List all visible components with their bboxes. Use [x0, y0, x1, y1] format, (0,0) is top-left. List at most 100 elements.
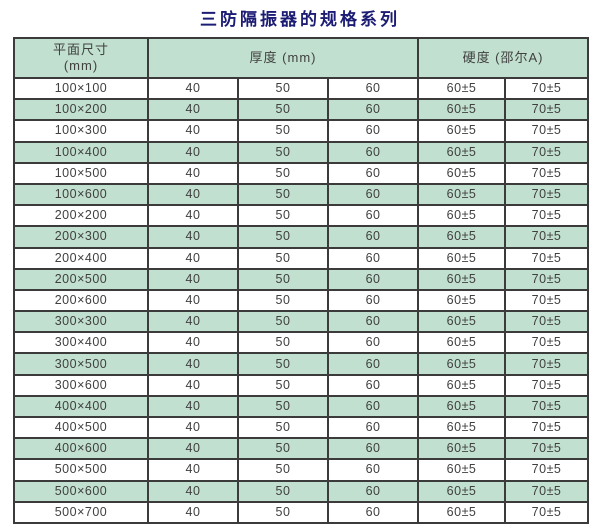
cell-thickness-60: 60 — [326, 98, 420, 122]
cell-thickness-40: 40 — [147, 458, 239, 482]
cell-thickness-60: 60 — [326, 437, 420, 461]
cell-hardness-70: 70±5 — [504, 479, 590, 503]
cell-hardness-60: 60±5 — [417, 352, 507, 376]
cell-hardness-60: 60±5 — [417, 331, 507, 355]
cell-hardness-70: 70±5 — [504, 458, 590, 482]
cell-thickness-40: 40 — [147, 98, 239, 122]
cell-hardness-70: 70±5 — [504, 415, 590, 440]
cell-hardness-60: 60±5 — [417, 246, 507, 270]
cell-thickness-60: 60 — [326, 479, 420, 503]
cell-hardness-70: 70±5 — [504, 500, 590, 524]
cell-thickness-60: 60 — [326, 182, 420, 207]
cell-hardness-70: 70±5 — [504, 331, 590, 355]
header-plane-size-line2: (mm) — [63, 58, 99, 73]
cell-thickness-50: 50 — [237, 182, 329, 207]
table-row: 400×400 40 50 60 60±5 70±5 — [13, 394, 590, 419]
cell-thickness-60: 60 — [326, 161, 420, 185]
cell-thickness-50: 50 — [237, 373, 329, 397]
cell-plane-size: 300×600 — [13, 373, 149, 397]
cell-thickness-40: 40 — [147, 479, 239, 503]
cell-thickness-40: 40 — [147, 373, 239, 397]
cell-thickness-50: 50 — [237, 352, 329, 376]
cell-thickness-60: 60 — [326, 76, 420, 101]
cell-thickness-60: 60 — [326, 246, 420, 270]
table-row: 500×500 40 50 60 60±5 70±5 — [13, 458, 590, 482]
cell-thickness-50: 50 — [237, 225, 329, 249]
cell-hardness-70: 70±5 — [504, 76, 590, 101]
cell-hardness-70: 70±5 — [504, 352, 590, 376]
cell-thickness-40: 40 — [147, 76, 239, 101]
cell-thickness-50: 50 — [237, 204, 329, 228]
cell-hardness-70: 70±5 — [504, 140, 590, 164]
table-row: 400×500 40 50 60 60±5 70±5 — [13, 415, 590, 440]
cell-thickness-60: 60 — [326, 500, 420, 524]
cell-hardness-70: 70±5 — [504, 288, 590, 313]
cell-hardness-60: 60±5 — [417, 437, 507, 461]
cell-thickness-40: 40 — [147, 288, 239, 313]
table-row: 200×400 40 50 60 60±5 70±5 — [13, 246, 590, 270]
cell-plane-size: 200×400 — [13, 246, 149, 270]
cell-thickness-40: 40 — [147, 310, 239, 334]
cell-plane-size: 500×500 — [13, 458, 149, 482]
cell-hardness-60: 60±5 — [417, 140, 507, 164]
cell-hardness-70: 70±5 — [504, 267, 590, 291]
cell-hardness-60: 60±5 — [417, 415, 507, 440]
table-body: 100×100 40 50 60 60±5 70±5 100×200 40 50 60 60±5 70… — [13, 76, 590, 524]
cell-hardness-60: 60±5 — [417, 479, 507, 503]
cell-thickness-60: 60 — [326, 415, 420, 440]
cell-thickness-50: 50 — [237, 267, 329, 291]
cell-thickness-50: 50 — [237, 500, 329, 524]
cell-hardness-70: 70±5 — [504, 225, 590, 249]
cell-thickness-60: 60 — [326, 140, 420, 164]
cell-thickness-50: 50 — [237, 119, 329, 143]
header-plane-size: 平面尺寸 (mm) — [13, 37, 149, 79]
cell-thickness-50: 50 — [237, 310, 329, 334]
cell-thickness-50: 50 — [237, 437, 329, 461]
page-title: 三防隔振器的规格系列 — [200, 10, 400, 29]
cell-plane-size: 300×500 — [13, 352, 149, 376]
table-row: 100×100 40 50 60 60±5 70±5 — [13, 76, 590, 101]
cell-thickness-50: 50 — [237, 415, 329, 440]
cell-hardness-60: 60±5 — [417, 373, 507, 397]
cell-thickness-40: 40 — [147, 437, 239, 461]
cell-hardness-70: 70±5 — [504, 246, 590, 270]
cell-hardness-60: 60±5 — [417, 76, 507, 101]
cell-thickness-50: 50 — [237, 76, 329, 101]
cell-plane-size: 100×100 — [13, 76, 149, 101]
cell-plane-size: 300×300 — [13, 310, 149, 334]
cell-thickness-50: 50 — [237, 140, 329, 164]
cell-thickness-60: 60 — [326, 204, 420, 228]
table-row: 100×200 40 50 60 60±5 70±5 — [13, 98, 590, 122]
cell-plane-size: 100×200 — [13, 98, 149, 122]
cell-thickness-60: 60 — [326, 331, 420, 355]
cell-thickness-60: 60 — [326, 288, 420, 313]
cell-hardness-70: 70±5 — [504, 394, 590, 419]
cell-thickness-50: 50 — [237, 394, 329, 419]
cell-thickness-40: 40 — [147, 182, 239, 207]
cell-hardness-60: 60±5 — [417, 458, 507, 482]
cell-thickness-40: 40 — [147, 394, 239, 419]
cell-plane-size: 400×400 — [13, 394, 149, 419]
cell-hardness-70: 70±5 — [504, 437, 590, 461]
table-row: 500×700 40 50 60 60±5 70±5 — [13, 500, 590, 524]
cell-hardness-60: 60±5 — [417, 204, 507, 228]
cell-plane-size: 200×500 — [13, 267, 149, 291]
cell-thickness-50: 50 — [237, 331, 329, 355]
cell-hardness-70: 70±5 — [504, 119, 590, 143]
cell-plane-size: 300×400 — [13, 331, 149, 355]
cell-thickness-40: 40 — [147, 119, 239, 143]
cell-hardness-60: 60±5 — [417, 98, 507, 122]
table-row: 100×500 40 50 60 60±5 70±5 — [13, 161, 590, 185]
cell-plane-size: 500×700 — [13, 500, 149, 524]
cell-hardness-60: 60±5 — [417, 182, 507, 207]
table-row: 400×600 40 50 60 60±5 70±5 — [13, 437, 590, 461]
table-row: 300×500 40 50 60 60±5 70±5 — [13, 352, 590, 376]
cell-thickness-60: 60 — [326, 225, 420, 249]
cell-thickness-50: 50 — [237, 479, 329, 503]
cell-thickness-40: 40 — [147, 331, 239, 355]
cell-plane-size: 200×200 — [13, 204, 149, 228]
cell-plane-size: 400×500 — [13, 415, 149, 440]
cell-hardness-70: 70±5 — [504, 161, 590, 185]
cell-plane-size: 100×600 — [13, 182, 149, 207]
